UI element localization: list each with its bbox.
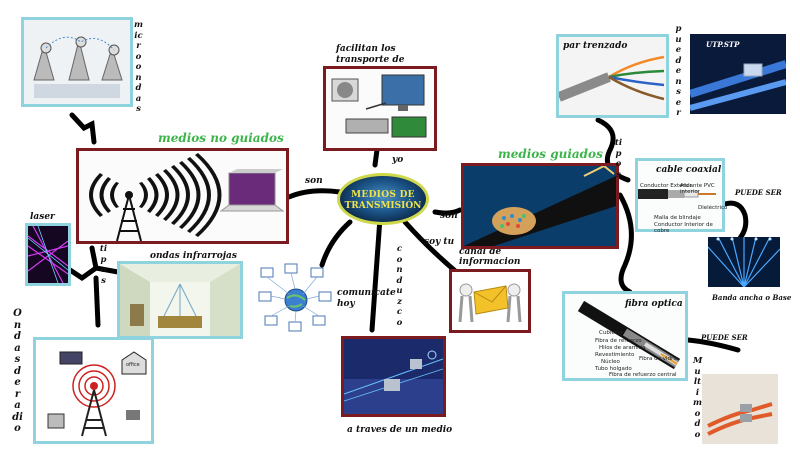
broadband-label: Banda ancha o Base: [712, 293, 792, 302]
radio-image: office: [33, 337, 154, 444]
coax-part-3: Dieléctrico: [698, 205, 728, 211]
laser-label: laser: [30, 212, 55, 222]
conduct-vertical-label: conduzco: [396, 244, 403, 328]
utp-image: UTP.STP: [690, 34, 786, 114]
channel-label: canal de informacion: [459, 247, 521, 267]
left-son-label: son: [305, 176, 323, 186]
connector-microwave: [69, 112, 97, 145]
left-section-title: medios no guiados: [158, 131, 284, 145]
coax-part-2: Aislante PVC interior: [680, 183, 715, 195]
broadband-image: [708, 237, 780, 287]
infrared-illustration: [120, 264, 240, 336]
globe-network-illustration: [258, 263, 332, 332]
left-tipos-vertical: tipos: [99, 244, 108, 286]
channel-image: [449, 269, 531, 333]
laser-illustration: [28, 226, 68, 283]
center-title-2: TRANSMISIÓN: [344, 201, 422, 211]
connector-fibre-out: [685, 337, 741, 353]
center-node[interactable]: MEDIOS DE TRANSMISIÓN: [337, 173, 429, 225]
right-section-title: medios guiados: [498, 147, 603, 161]
wireless-illustration: [89, 153, 285, 241]
top-connector-label: yo: [392, 155, 404, 165]
coax-illustration: [638, 189, 716, 199]
radio-office-sign: office: [126, 362, 140, 368]
connector-top: [372, 147, 380, 168]
connector-conduct: [369, 215, 383, 333]
microwave-illustration: [24, 20, 130, 104]
fiber-part-7: Fibra de vidrio: [639, 356, 679, 362]
computers-image: [323, 66, 437, 151]
twisted-pair-illustration: [559, 37, 666, 115]
coax-part-4: Malla de blindaje: [654, 215, 701, 221]
coax-label: cable coaxial: [656, 165, 722, 175]
multimodo-vertical: Multimodo: [693, 356, 703, 440]
puede-ser-vertical: puedenser: [675, 24, 682, 118]
connector-communicate: [319, 219, 353, 268]
radio-illustration: [36, 340, 151, 441]
puede-ser-label: PUEDE SER: [735, 188, 782, 197]
twisted-pair-image: par trenzado: [556, 34, 669, 118]
utp-illustration: [690, 34, 786, 114]
channel-connector-label: soy tu: [424, 237, 455, 247]
coax-part-5: Conductor Interior de cobre: [654, 222, 713, 234]
connector-infrared: [93, 265, 121, 275]
fiber-illustration: [577, 300, 681, 370]
microwave-image: [21, 17, 133, 107]
fiber-connector-illustration: [702, 374, 778, 444]
twisted-pair-label: par trenzado: [563, 41, 628, 51]
fiber-part-2: Fibra de refuerzo: [595, 338, 642, 344]
medium-image: [341, 336, 446, 417]
broadband-illustration: [708, 237, 780, 287]
connector-laser: [67, 245, 99, 282]
fiber-part-1: Cubierta: [599, 330, 623, 336]
puede-ser-label-2: PUEDE SER: [701, 333, 748, 342]
fiber-image: fibra optica Cubierta Fibra de refuerzo …: [562, 291, 688, 381]
center-title-1: MEDIOS DE: [351, 190, 415, 200]
connector-right-son: [432, 207, 463, 216]
connector-radio: [93, 275, 101, 328]
fiber-part-6: Tubo holgado: [595, 366, 632, 372]
fiber-part-8: Fibra de refuerzo central: [609, 372, 677, 378]
radio-vertical-label: Ondasderadio: [12, 308, 23, 434]
communicate-label: comunicate hoy: [337, 288, 396, 309]
microwave-vertical-label: microondas: [134, 20, 143, 114]
medium-label: a traves de un medio: [347, 425, 453, 435]
connector-left-son: [286, 188, 343, 200]
connector-coax: [722, 200, 749, 241]
fiber-label: fibra optica: [625, 299, 683, 309]
right-tipos-vertical: tipos: [614, 138, 623, 180]
fiber-part-4: Revestimiento: [595, 352, 635, 358]
fiber-part-5: Núcleo: [601, 359, 620, 365]
communicate-image: [255, 262, 337, 334]
channel-illustration: [452, 272, 528, 330]
fiber-part-3: Hilos de aramida: [599, 345, 646, 351]
fiber-connector-image: [702, 374, 778, 444]
guided-cable-image: [461, 163, 619, 249]
utp-label: UTP.STP: [706, 40, 740, 49]
coax-part-1: Conductor Exterior: [640, 183, 692, 189]
guided-cable-illustration: [464, 166, 616, 246]
laser-image: [25, 223, 71, 286]
infrared-image: [117, 261, 243, 339]
computers-illustration: [331, 74, 427, 138]
connector-fiber: [617, 192, 634, 295]
right-son-label: son: [440, 211, 458, 221]
medium-illustration: [344, 339, 443, 414]
connector-channel: [402, 219, 463, 278]
coax-image: cable coaxial Conductor Exterior Aislant…: [635, 158, 728, 234]
infrared-label: ondas infrarrojas: [150, 251, 237, 261]
wireless-image: [76, 148, 289, 244]
